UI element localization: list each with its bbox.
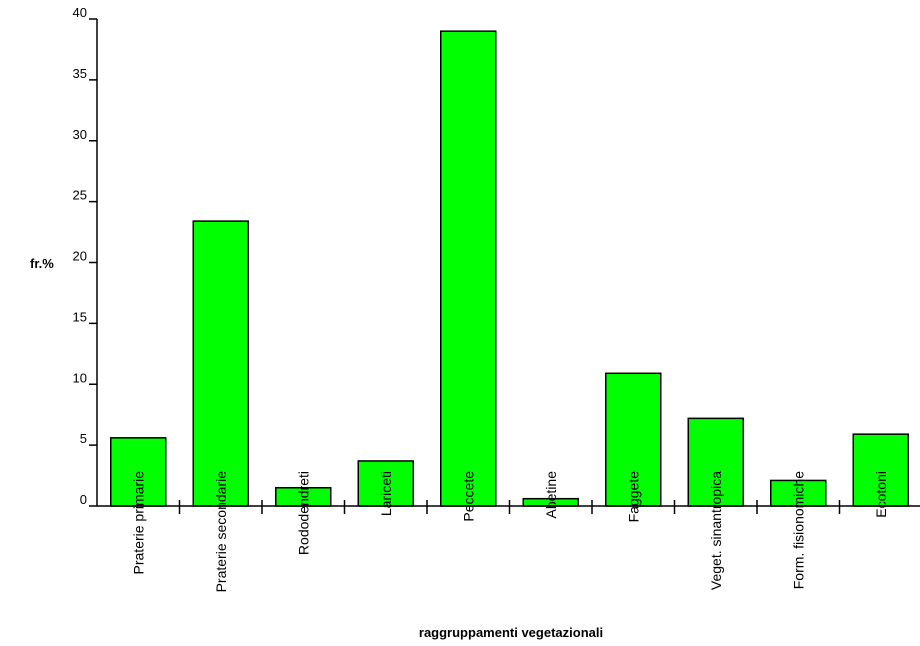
x-tick-label: Form. fisionomiche xyxy=(790,471,806,589)
bar xyxy=(357,460,414,507)
y-tick-label: 10 xyxy=(73,370,87,385)
bar xyxy=(440,30,497,507)
x-tick-label: Veget. sinantropica xyxy=(708,471,724,590)
y-tick-label: 15 xyxy=(73,309,87,324)
y-axis-title: fr.% xyxy=(30,256,54,271)
y-tick-label: 5 xyxy=(80,431,87,446)
x-tick-label: Ecotoni xyxy=(873,471,889,518)
y-tick-label: 35 xyxy=(73,66,87,81)
y-tick-label: 20 xyxy=(73,249,87,264)
x-tick-label: Abetine xyxy=(543,471,559,519)
x-ticks-group xyxy=(178,500,841,514)
y-tick-label: 25 xyxy=(73,188,87,203)
x-tick-label: Rododendreti xyxy=(295,471,311,555)
x-tick-label: Lariceti xyxy=(378,471,394,516)
x-tick-label: Praterie primarie xyxy=(130,471,146,575)
bar xyxy=(110,437,167,507)
y-ticks-group: 0 5 10 15 20 25 30 35 40 xyxy=(73,5,97,507)
y-tick-label: 0 xyxy=(80,492,87,507)
x-tick-label: Peccete xyxy=(460,471,476,522)
y-tick-label: 30 xyxy=(73,127,87,142)
category-labels-group: Praterie primarie Praterie secondarie Rodo… xyxy=(130,471,889,593)
x-tick-label: Praterie secondarie xyxy=(213,471,229,593)
y-tick-label: 40 xyxy=(73,5,87,20)
bar xyxy=(192,220,249,507)
bars-group xyxy=(110,30,909,507)
x-tick-label: Faggete xyxy=(625,471,641,523)
x-axis-title: raggruppamenti vegetazionali xyxy=(419,625,603,640)
